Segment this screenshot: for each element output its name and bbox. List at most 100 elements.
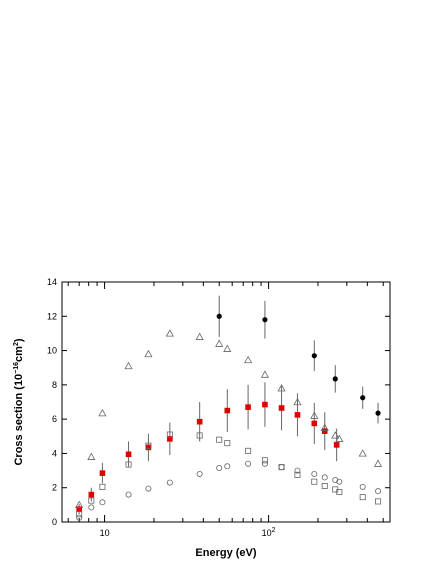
data-point-open-square: [224, 440, 231, 447]
data-point-open-square: [88, 497, 95, 504]
data-point-open-square: [216, 436, 223, 443]
data-point-open-triangle: [293, 397, 302, 406]
data-point-open-square: [311, 478, 318, 485]
data-point-open-triangle: [373, 459, 383, 467]
y-axis-label-unit-exponent: 2: [13, 342, 20, 346]
data-point-red-square: [262, 401, 268, 408]
data-point-open-circle: [359, 483, 366, 490]
x-tick-label: 10: [100, 528, 110, 538]
data-point-filled-circle: [360, 395, 366, 401]
data-point-open-triangle: [358, 449, 367, 457]
data-point-open-circle: [166, 479, 173, 486]
data-point-filled-circle: [311, 353, 317, 359]
data-point-open-square: [99, 483, 106, 490]
data-point-open-triangle: [195, 332, 204, 340]
data-point-open-circle: [375, 488, 382, 495]
data-point-open-square: [294, 471, 301, 478]
data-point-filled-circle: [262, 317, 268, 323]
y-tick-label: 2: [52, 483, 57, 493]
data-point-open-circle: [125, 491, 132, 498]
data-point-open-circle: [321, 474, 328, 481]
data-point-open-triangle: [87, 452, 96, 460]
y-tick-label: 6: [52, 414, 57, 424]
data-point-open-triangle: [75, 500, 84, 508]
x-tick-label-exponent: 2: [272, 527, 276, 534]
data-point-open-square: [166, 431, 173, 438]
data-point-open-square: [145, 442, 152, 449]
data-point-red-square: [76, 506, 82, 512]
data-point-red-square: [167, 436, 173, 442]
data-marks: [75, 295, 383, 521]
data-point-open-triangle: [98, 408, 107, 417]
data-point-open-triangle: [310, 411, 319, 419]
plot-frame: [61, 281, 391, 523]
data-point-red-square: [321, 428, 328, 434]
data-point-open-triangle: [331, 431, 340, 439]
data-point-red-square: [278, 405, 285, 411]
y-axis-label-close: ): [13, 338, 25, 342]
data-point-filled-circle: [375, 410, 381, 416]
x-tick-label: 102: [262, 527, 276, 538]
y-tick-label: 8: [52, 380, 57, 390]
y-tick-label: 12: [47, 311, 57, 321]
data-point-red-square: [145, 444, 152, 451]
x-tick-label-base: 10: [100, 528, 110, 538]
data-point-open-circle: [294, 467, 301, 474]
y-axis-label-exponent: −16: [13, 362, 20, 374]
data-point-open-circle: [224, 463, 231, 470]
data-point-open-circle: [332, 476, 339, 483]
data-point-open-circle: [76, 514, 83, 521]
data-point-open-circle: [196, 470, 203, 477]
x-axis-label: Energy (eV): [195, 547, 256, 559]
data-point-open-square: [261, 457, 268, 464]
y-axis-label-main: Cross section (10: [13, 374, 25, 466]
data-point-open-square: [375, 498, 382, 505]
data-point-open-square: [359, 494, 366, 501]
y-tick-label: 4: [52, 448, 57, 458]
y-tick-label: 14: [47, 277, 57, 287]
data-point-open-triangle: [244, 355, 253, 364]
data-point-filled-circle: [216, 313, 222, 319]
y-tick-label: 10: [47, 346, 57, 356]
data-point-open-circle: [245, 460, 252, 467]
data-point-open-square: [245, 447, 252, 454]
data-point-open-triangle: [124, 361, 133, 370]
data-point-open-triangle: [223, 344, 232, 352]
y-axis-label: Cross section (10−16cm2): [13, 338, 25, 465]
data-point-red-square: [311, 420, 318, 427]
data-point-open-triangle: [320, 423, 329, 431]
data-point-open-circle: [336, 478, 343, 485]
x-tick-label-base: 10: [262, 528, 272, 538]
data-point-red-square: [224, 407, 231, 414]
data-point-open-circle: [278, 464, 285, 471]
data-point-open-triangle: [335, 434, 344, 442]
data-point-red-square: [99, 470, 106, 476]
data-point-open-circle: [261, 460, 268, 467]
data-point-open-triangle: [215, 339, 224, 347]
data-point-open-circle: [88, 504, 95, 511]
data-point-open-triangle: [165, 329, 174, 337]
data-point-open-circle: [145, 485, 152, 492]
data-point-open-square: [196, 432, 203, 439]
data-point-red-square: [196, 418, 203, 425]
data-point-open-circle: [311, 470, 318, 477]
data-point-open-triangle: [144, 349, 153, 358]
data-point-red-square: [125, 451, 132, 458]
data-point-open-square: [321, 482, 328, 489]
data-point-open-square: [336, 488, 343, 495]
data-point-red-square: [294, 412, 301, 418]
data-point-open-triangle: [260, 370, 270, 378]
data-point-red-square: [333, 442, 340, 448]
data-point-filled-circle: [332, 376, 338, 382]
data-point-open-circle: [99, 499, 106, 506]
data-point-open-circle: [216, 464, 223, 471]
data-point-open-square: [125, 461, 132, 468]
data-point-red-square: [88, 491, 95, 498]
data-point-red-square: [245, 404, 251, 410]
data-point-open-triangle: [277, 384, 286, 392]
data-point-open-square: [76, 511, 83, 518]
y-tick-label: 0: [52, 517, 57, 527]
y-axis-label-unit: cm: [13, 346, 25, 362]
